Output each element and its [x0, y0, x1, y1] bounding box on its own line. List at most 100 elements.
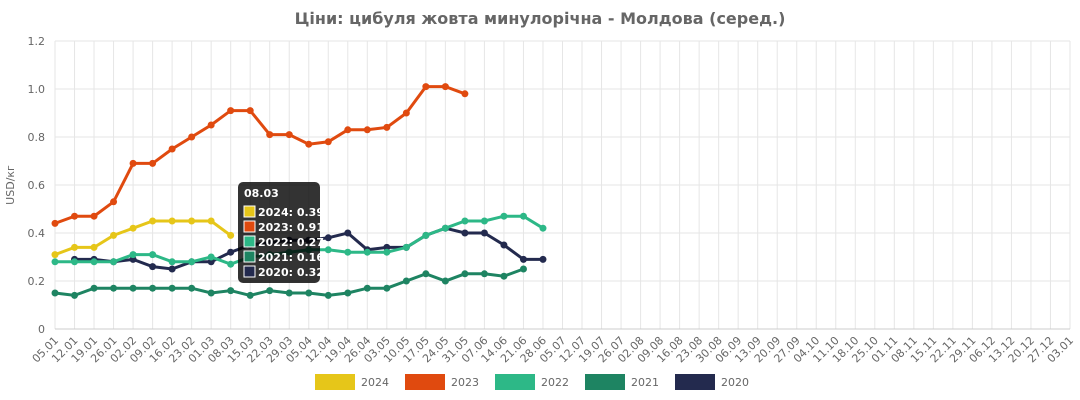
data-point — [129, 284, 137, 292]
data-point — [207, 121, 215, 129]
data-point — [149, 159, 157, 167]
data-point — [500, 241, 508, 249]
data-point — [539, 224, 547, 232]
data-point — [402, 277, 410, 285]
data-point — [305, 140, 313, 148]
y-tick-label: 0.6 — [28, 179, 46, 192]
tooltip: 08.03 2024: 0.39 2023: 0.91 2022: 0.27 2021:… — [238, 182, 324, 283]
data-point — [383, 123, 391, 131]
data-point — [500, 272, 508, 280]
data-point — [461, 229, 469, 237]
legend-swatch — [585, 374, 625, 390]
data-point — [383, 284, 391, 292]
data-point — [51, 289, 59, 297]
data-point — [344, 229, 352, 237]
data-point — [168, 145, 176, 153]
data-point — [188, 284, 196, 292]
y-tick-label: 0 — [38, 323, 45, 336]
data-point — [480, 229, 488, 237]
legend-label: 2021 — [631, 376, 659, 389]
data-point — [51, 219, 59, 227]
series-line — [54, 85, 466, 225]
data-point — [207, 217, 215, 225]
tooltip-row: 2022: 0.27 — [258, 236, 324, 249]
data-point — [149, 284, 157, 292]
tooltip-box — [238, 182, 320, 283]
data-point — [539, 255, 547, 263]
legend-label: 2020 — [721, 376, 749, 389]
data-point — [90, 243, 98, 251]
y-tick-label: 1.0 — [28, 83, 46, 96]
data-point — [246, 107, 254, 115]
data-point — [344, 248, 352, 256]
chart-title: Ціни: цибуля жовта минулорічна - Молдова… — [295, 9, 786, 28]
data-point — [129, 224, 137, 232]
legend-label: 2022 — [541, 376, 569, 389]
data-point — [441, 83, 449, 91]
data-point — [227, 248, 235, 256]
data-point — [363, 248, 371, 256]
data-point — [90, 258, 98, 266]
data-point — [422, 270, 430, 278]
legend-label: 2024 — [361, 376, 389, 389]
y-tick-label: 1.2 — [28, 35, 46, 48]
data-point — [149, 263, 157, 271]
data-point — [71, 243, 79, 251]
data-point — [344, 126, 352, 134]
data-point — [168, 265, 176, 273]
data-point — [227, 107, 235, 115]
data-point — [110, 198, 118, 206]
data-point — [227, 287, 235, 295]
data-point — [71, 212, 79, 220]
data-point — [168, 258, 176, 266]
data-point — [168, 217, 176, 225]
data-point — [51, 251, 59, 259]
data-point — [383, 248, 391, 256]
y-tick-label: 0.4 — [28, 227, 46, 240]
series-line — [54, 219, 232, 257]
tooltip-swatch — [243, 205, 256, 218]
data-point — [305, 289, 313, 297]
legend-swatch — [405, 374, 445, 390]
tooltip-row: 2023: 0.91 — [258, 221, 324, 234]
tooltip-row: 2021: 0.16 — [258, 251, 324, 264]
data-point — [129, 255, 137, 263]
data-point — [207, 253, 215, 261]
data-point — [422, 83, 430, 91]
data-point — [383, 243, 391, 251]
data-point — [500, 212, 508, 220]
data-point — [461, 217, 469, 225]
data-point — [402, 243, 410, 251]
data-point — [285, 131, 293, 139]
data-point — [227, 260, 235, 268]
data-point — [71, 291, 79, 299]
legend-swatch — [495, 374, 535, 390]
data-point — [441, 277, 449, 285]
legend-swatch — [315, 374, 355, 390]
data-point — [480, 217, 488, 225]
legend-swatch — [675, 374, 715, 390]
data-point — [461, 90, 469, 98]
data-point — [129, 251, 137, 259]
y-tick-label: 0.8 — [28, 131, 46, 144]
data-point — [422, 231, 430, 239]
data-point — [266, 131, 274, 139]
y-tick-label: 0.2 — [28, 275, 46, 288]
y-axis-label: USD/кг — [4, 165, 17, 205]
tooltip-row: 2020: 0.32 — [258, 266, 324, 279]
legend-label: 2023 — [451, 376, 479, 389]
data-point — [90, 212, 98, 220]
data-point — [51, 258, 59, 266]
data-point — [188, 217, 196, 225]
data-point — [149, 251, 157, 259]
tooltip-row: 2024: 0.39 — [258, 206, 324, 219]
data-point — [324, 234, 332, 242]
data-point — [188, 258, 196, 266]
data-point — [207, 258, 215, 266]
data-point — [519, 212, 527, 220]
data-point — [519, 255, 527, 263]
data-point — [90, 284, 98, 292]
data-point — [149, 217, 157, 225]
data-point — [129, 159, 137, 167]
data-point — [285, 289, 293, 297]
